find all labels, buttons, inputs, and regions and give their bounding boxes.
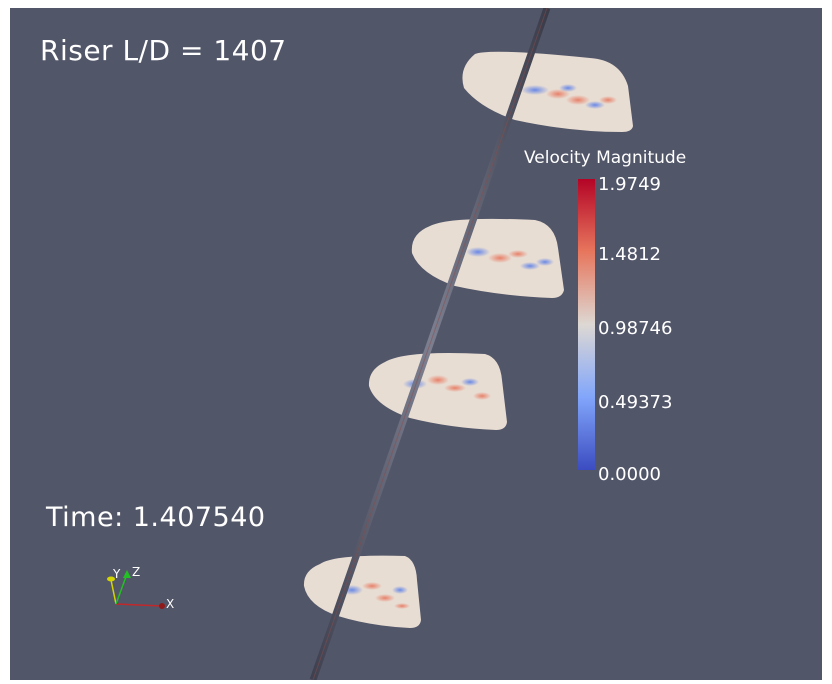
- x-axis-label: X: [166, 597, 174, 611]
- velocity-slice-4: [303, 555, 421, 628]
- y-axis-label: Y: [112, 567, 121, 581]
- colorbar-tick-min: 0.0000: [598, 464, 661, 485]
- colorbar-tick-max: 1.9749: [598, 174, 661, 195]
- velocity-slice-3: [368, 353, 507, 430]
- z-axis-label: Z: [132, 565, 140, 579]
- x-axis-line: [115, 603, 163, 607]
- colorbar-tick-mid: 0.98746: [598, 318, 673, 339]
- render-viewport[interactable]: Riser L/D = 1407 Time: 1.407540 Velocity…: [10, 8, 822, 680]
- y-axis-tip: [107, 576, 115, 582]
- time-label: Time: 1.407540: [46, 502, 266, 533]
- z-axis-tip: [123, 570, 131, 578]
- velocity-slice-1: [462, 51, 633, 132]
- orientation-axes[interactable]: X Y Z: [98, 560, 188, 620]
- z-axis-line: [115, 573, 128, 605]
- scene-canvas[interactable]: [10, 8, 822, 680]
- velocity-slice-2: [411, 218, 564, 298]
- colorbar-gradient: [578, 179, 595, 470]
- colorbar-tick-2: 1.4812: [598, 244, 661, 265]
- riser-pipe: [309, 8, 551, 680]
- riser-ld-label: Riser L/D = 1407: [40, 34, 287, 67]
- colorbar-title: Velocity Magnitude: [524, 148, 687, 168]
- y-axis-line: [110, 579, 117, 605]
- colorbar-tick-4: 0.49373: [598, 392, 673, 413]
- x-axis-tip: [159, 603, 165, 609]
